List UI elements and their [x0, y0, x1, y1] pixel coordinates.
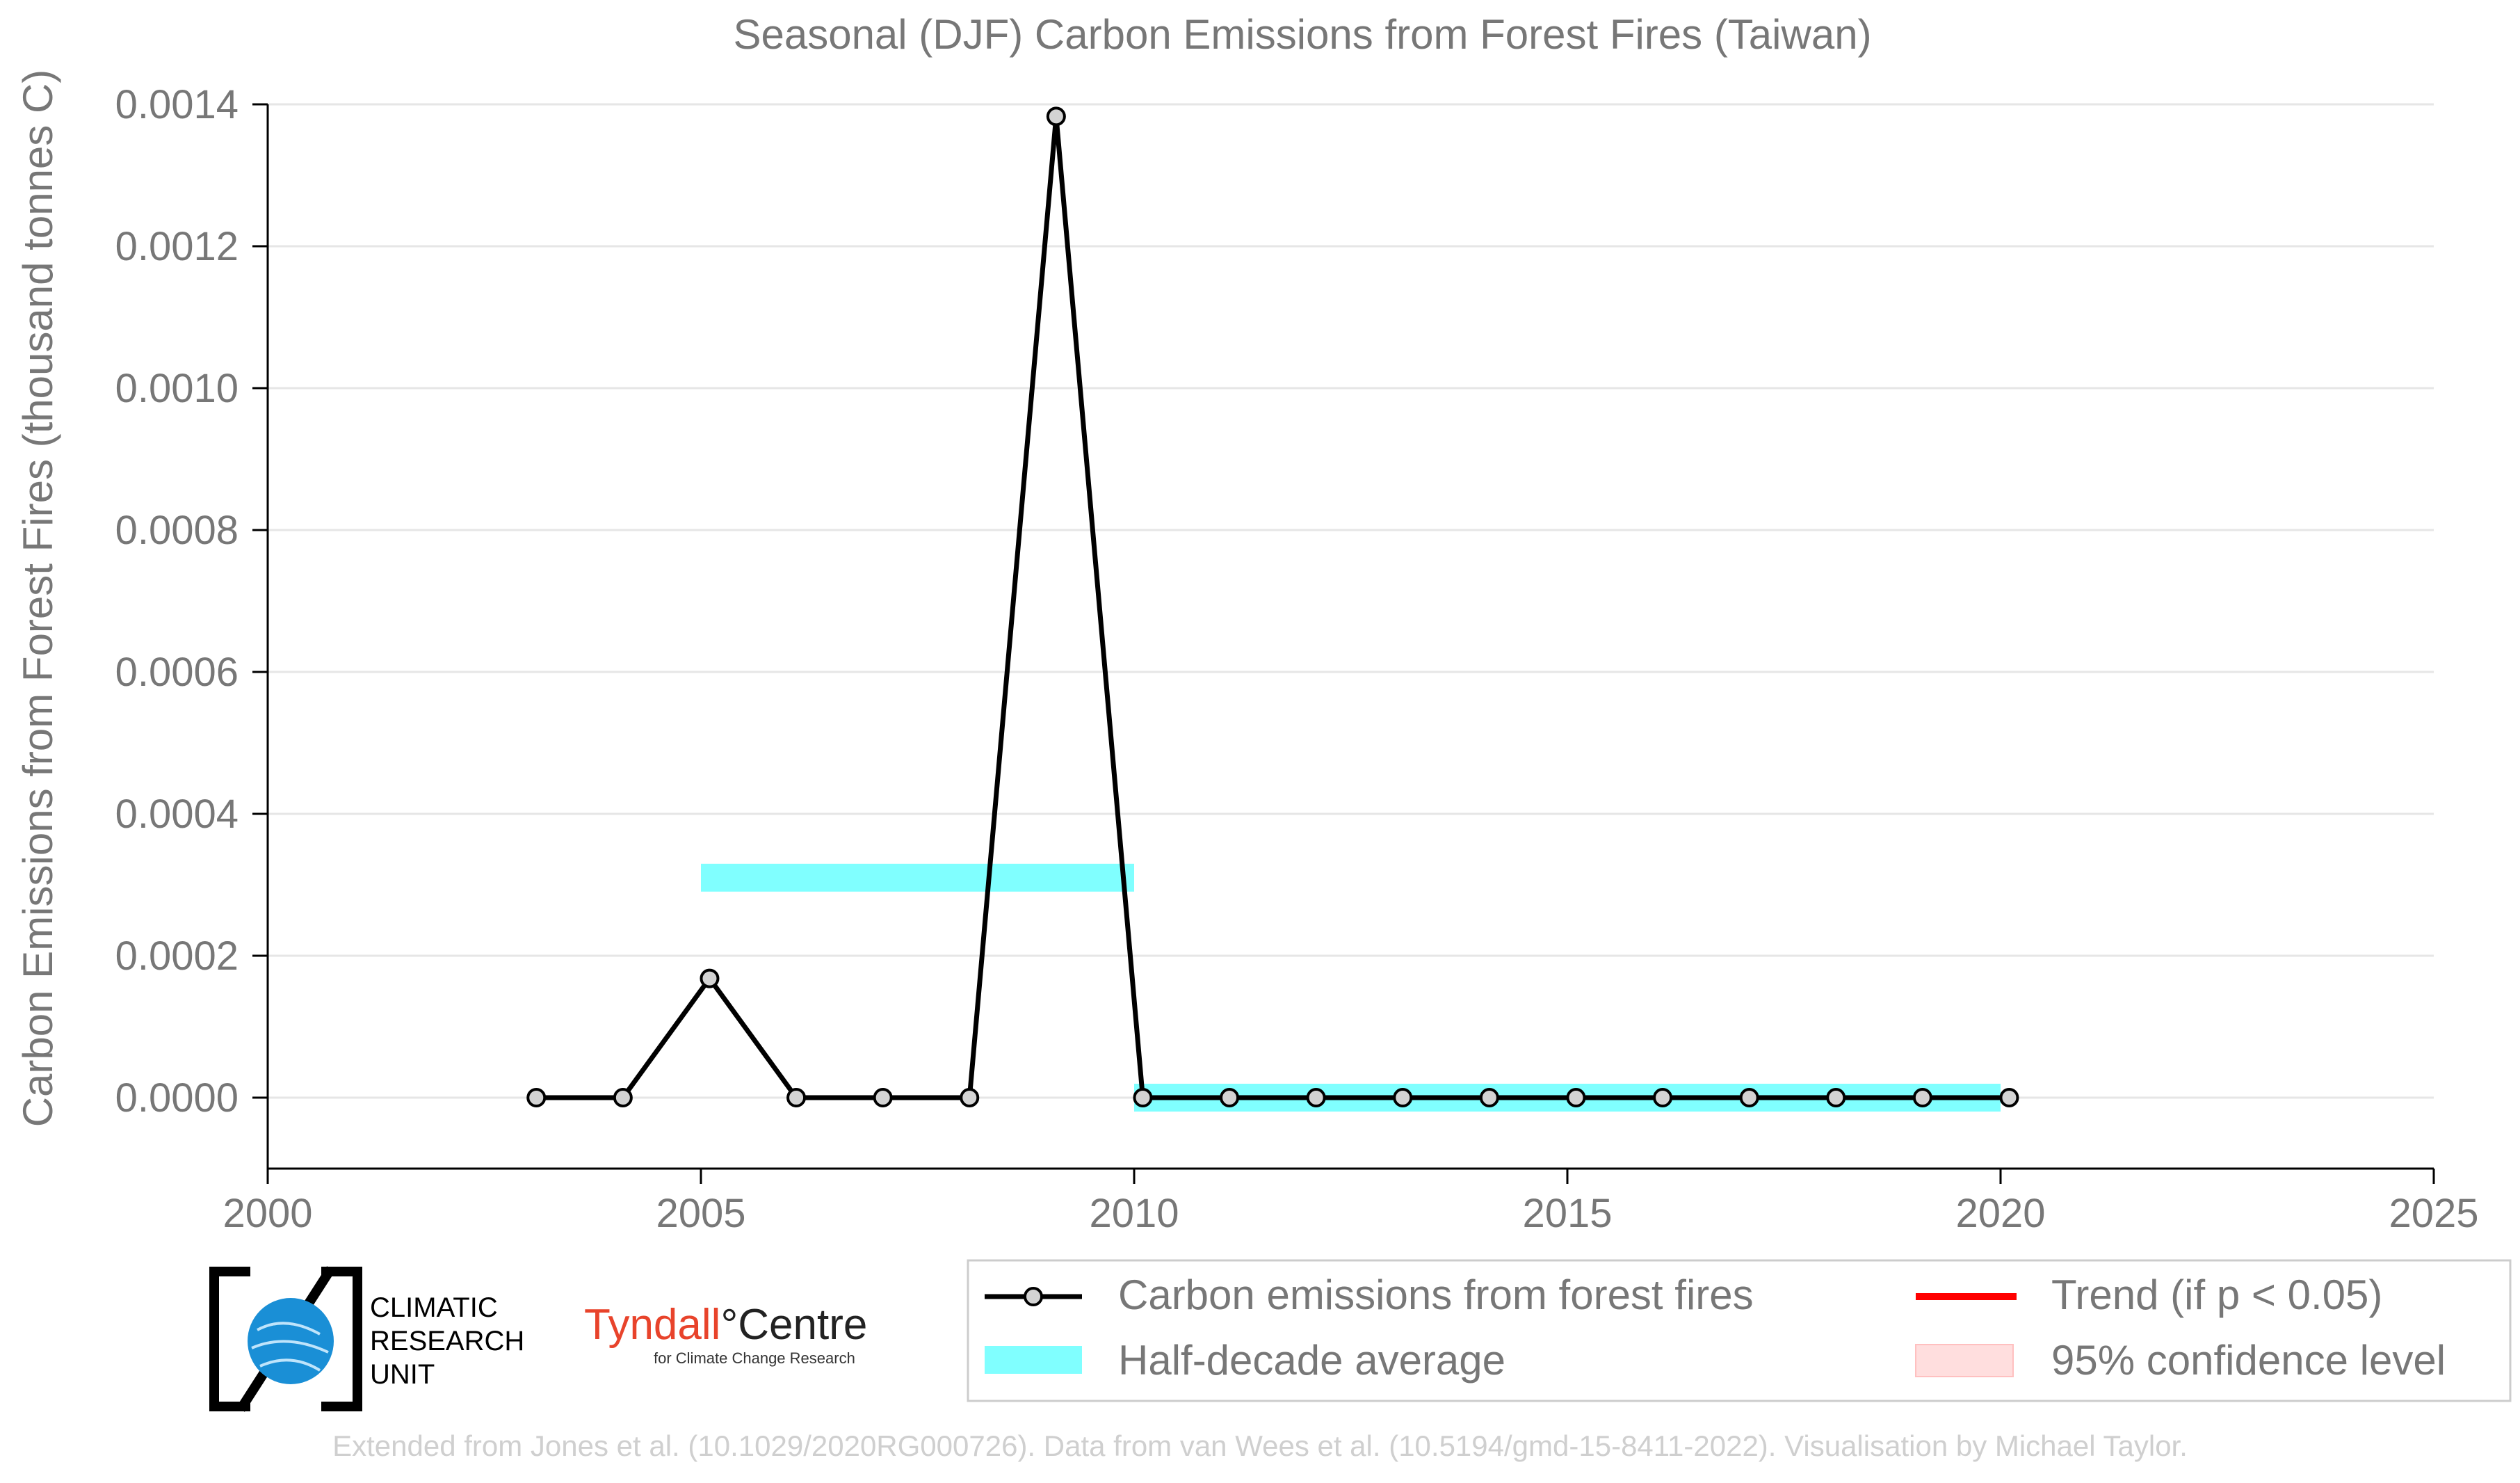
- cru-logo: CLIMATIC RESEARCH UNIT: [209, 1266, 542, 1412]
- legend-label-trend: Trend (if p < 0.05): [2051, 1272, 2382, 1318]
- cru-globe-icon: [209, 1266, 362, 1412]
- chart-title: Seasonal (DJF) Carbon Emissions from For…: [733, 11, 1871, 58]
- data-point: [1566, 1088, 1586, 1107]
- x-tick-label: 2000: [223, 1191, 312, 1236]
- x-tick-label: 2025: [2389, 1191, 2478, 1236]
- data-point: [1826, 1088, 1846, 1107]
- x-tick-label: 2020: [1955, 1191, 2045, 1236]
- data-point: [1306, 1088, 1326, 1107]
- legend-label-half-decade: Half-decade average: [1118, 1337, 1505, 1384]
- legend-swatch-half-decade: [985, 1346, 1082, 1374]
- y-tick-label: 0.0006: [115, 650, 239, 695]
- data-point: [1220, 1088, 1240, 1107]
- tyndall-wordmark: Tyndall°Centre: [584, 1301, 868, 1349]
- data-point: [1479, 1088, 1499, 1107]
- tyndall-logo: Tyndall°Centre for Climate Change Resear…: [584, 1301, 890, 1384]
- tick-labels: 0.0000 0.0002 0.0004 0.0006 0.0008 0.0010 0.00…: [115, 82, 2479, 1236]
- data-point: [613, 1088, 633, 1107]
- y-tick-label: 0.0014: [115, 82, 239, 127]
- data-point: [1133, 1088, 1153, 1107]
- data-point: [786, 1088, 807, 1107]
- emissions-series: [526, 106, 2019, 1107]
- x-tick-label: 2015: [1522, 1191, 1612, 1236]
- data-point: [873, 1088, 893, 1107]
- y-tick-label: 0.0012: [115, 224, 239, 269]
- emissions-line: [536, 113, 2010, 1100]
- x-tick-label: 2010: [1089, 1191, 1179, 1236]
- tyndall-subtitle: for Climate Change Research: [654, 1349, 855, 1367]
- legend-swatch-emissions-marker: [1024, 1287, 1043, 1306]
- data-point: [960, 1088, 980, 1107]
- data-point: [1999, 1088, 2019, 1107]
- legend-label-confidence: 95% confidence level: [2051, 1337, 2446, 1384]
- data-point: [700, 968, 720, 988]
- y-axis-label: Carbon Emissions from Forest Fires (thou…: [15, 70, 61, 1128]
- data-point: [1393, 1088, 1413, 1107]
- legend: Carbon emissions from forest fires Half-…: [967, 1259, 2512, 1402]
- data-point: [1912, 1088, 1932, 1107]
- gridlines: [268, 103, 2434, 1099]
- y-tick-label: 0.0002: [115, 933, 239, 979]
- y-tick-label: 0.0004: [115, 792, 239, 837]
- legend-label-emissions: Carbon emissions from forest fires: [1118, 1272, 1754, 1318]
- cru-wordmark: CLIMATIC RESEARCH UNIT: [370, 1292, 525, 1390]
- half-decade-band: [701, 863, 1134, 892]
- x-tick-label: 2005: [656, 1191, 745, 1236]
- data-point: [1739, 1088, 1759, 1107]
- y-tick-label: 0.0000: [115, 1075, 239, 1121]
- data-point: [526, 1088, 547, 1107]
- y-tick-label: 0.0008: [115, 508, 239, 553]
- legend-frame: [967, 1259, 2512, 1402]
- data-point: [1653, 1088, 1673, 1107]
- y-tick-label: 0.0010: [115, 366, 239, 411]
- credit-line: Extended from Jones et al. (10.1029/2020…: [332, 1429, 2188, 1462]
- legend-swatch-confidence: [1915, 1344, 2014, 1377]
- data-point: [1046, 106, 1066, 127]
- half-decade-bands: [701, 863, 2001, 1112]
- axes: [252, 103, 2435, 1184]
